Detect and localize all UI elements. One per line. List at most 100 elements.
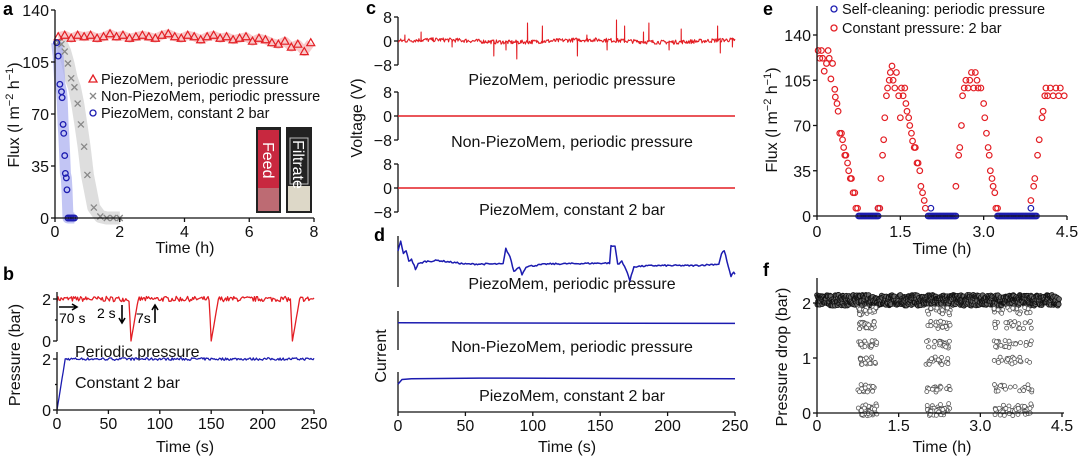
data-point-red: [1042, 84, 1050, 92]
data-point-red: [1030, 182, 1038, 190]
data-point-red: [984, 144, 992, 151]
y-tick-label: 8: [383, 10, 392, 27]
data-point-red: [959, 92, 966, 100]
x-tick-label: 50: [100, 416, 118, 433]
data-point-x: [64, 60, 72, 67]
data-point: [938, 402, 943, 407]
data-point-red: [834, 107, 842, 115]
data-point-red: [1056, 84, 1064, 92]
data-point: [992, 382, 997, 387]
data-point-red: [905, 114, 913, 122]
data-point: [929, 386, 935, 392]
data-point: [1016, 321, 1022, 326]
y-tick-label: 70: [793, 119, 811, 136]
data-point-circle: [61, 169, 69, 177]
ylabel-sup: −2: [4, 94, 16, 107]
data-point: [1003, 320, 1009, 326]
data-point: [938, 384, 944, 390]
data-point: [869, 338, 875, 344]
subplot-label: PiezoMem, periodic pressure: [468, 72, 675, 89]
data-point: [1017, 311, 1023, 317]
data-point-red: [895, 92, 903, 100]
data-point-red: [1049, 92, 1057, 100]
panel-letter-f: f: [763, 260, 770, 280]
voltage-trace-periodic: [397, 19, 736, 60]
x-tick-label: 2: [115, 224, 124, 241]
data-point-red: [1031, 175, 1039, 182]
data-point-red: [991, 189, 999, 197]
y-tick-label: 0: [383, 34, 392, 51]
subplot-label: Non-PiezoMem, periodic pressure: [451, 339, 693, 356]
data-point: [1018, 340, 1023, 346]
data-point-x: [61, 48, 69, 56]
data-point-triangle: [150, 33, 161, 42]
y-tick-label: 70: [31, 107, 49, 124]
x-tick-label: 0: [813, 224, 822, 241]
data-point: [1003, 406, 1009, 411]
panel-e-ylabel: Flux (l m−2 h−1): [762, 67, 781, 172]
data-point-red: [1027, 197, 1035, 204]
y-tick-label: 2: [802, 296, 811, 313]
data-point-red: [848, 175, 855, 182]
y-tick-label: 0: [802, 209, 811, 226]
panel-e-xlabel: Time (h): [913, 241, 972, 258]
data-point: [1027, 342, 1033, 347]
data-point-red: [986, 167, 994, 175]
annotation-70s: 70 s: [59, 310, 85, 326]
data-point-red: [919, 189, 926, 197]
data-point: [858, 382, 864, 387]
y-tick-label: −8: [374, 205, 392, 222]
data-point-red: [879, 151, 886, 159]
data-point: [934, 305, 940, 311]
y-tick-label: 8: [383, 157, 392, 174]
data-point-red: [1035, 136, 1043, 144]
panel-f-pressure-drop-chart: Time (h) Pressure drop (bar) 0 1 2 0 1.5 3.0 4…: [774, 278, 1073, 456]
data-point: [994, 339, 999, 345]
data-point-red: [909, 137, 916, 145]
data-point-red: [827, 75, 835, 83]
data-point: [997, 354, 1003, 360]
data-point: [1003, 344, 1009, 349]
data-point: [1027, 359, 1033, 365]
data-point-red: [893, 69, 900, 76]
ylabel-part: ): [764, 67, 781, 72]
y-tick-label: 8: [383, 85, 392, 102]
data-point: [1001, 402, 1006, 408]
triangle-marker-icon: [87, 73, 99, 83]
data-point: [1010, 322, 1016, 328]
data-point: [872, 406, 877, 412]
data-point-red: [977, 84, 985, 92]
y-tick-label-bottom: 0: [42, 403, 51, 420]
feed-vial-base: [258, 188, 279, 211]
data-point: [1006, 338, 1012, 344]
data-point: [869, 326, 875, 332]
data-point-red: [973, 76, 981, 84]
data-point: [992, 322, 998, 327]
data-point-red: [829, 60, 836, 67]
data-point: [997, 412, 1003, 418]
data-point-red: [851, 189, 859, 197]
data-point-red: [884, 84, 891, 92]
data-point: [945, 305, 950, 311]
data-point: [926, 361, 932, 367]
inset-photo-vials: Feed Filtrate: [256, 127, 312, 213]
panel-d-current-chart: Time (s) Current PiezoMem, periodic pres…: [373, 236, 748, 456]
data-point-red: [831, 93, 839, 101]
data-point: [857, 312, 862, 317]
data-point-red: [844, 159, 851, 167]
data-point-red: [1039, 107, 1047, 115]
data-point-circle: [63, 186, 71, 194]
data-point-red: [952, 182, 960, 190]
data-point-red: [983, 129, 990, 137]
data-point: [946, 401, 952, 407]
y-tick-label-bottom: 2: [42, 352, 51, 369]
data-point-red: [960, 84, 968, 92]
subplot-label: PiezoMem, constant 2 bar: [479, 202, 666, 219]
data-point: [1027, 405, 1033, 411]
x-tick-label: 100: [519, 418, 546, 435]
data-point-x: [77, 120, 85, 128]
legend-label: Non-PiezoMem, periodic pressure: [101, 89, 320, 105]
data-point-circle: [62, 174, 70, 182]
data-point-triangle: [137, 30, 148, 39]
